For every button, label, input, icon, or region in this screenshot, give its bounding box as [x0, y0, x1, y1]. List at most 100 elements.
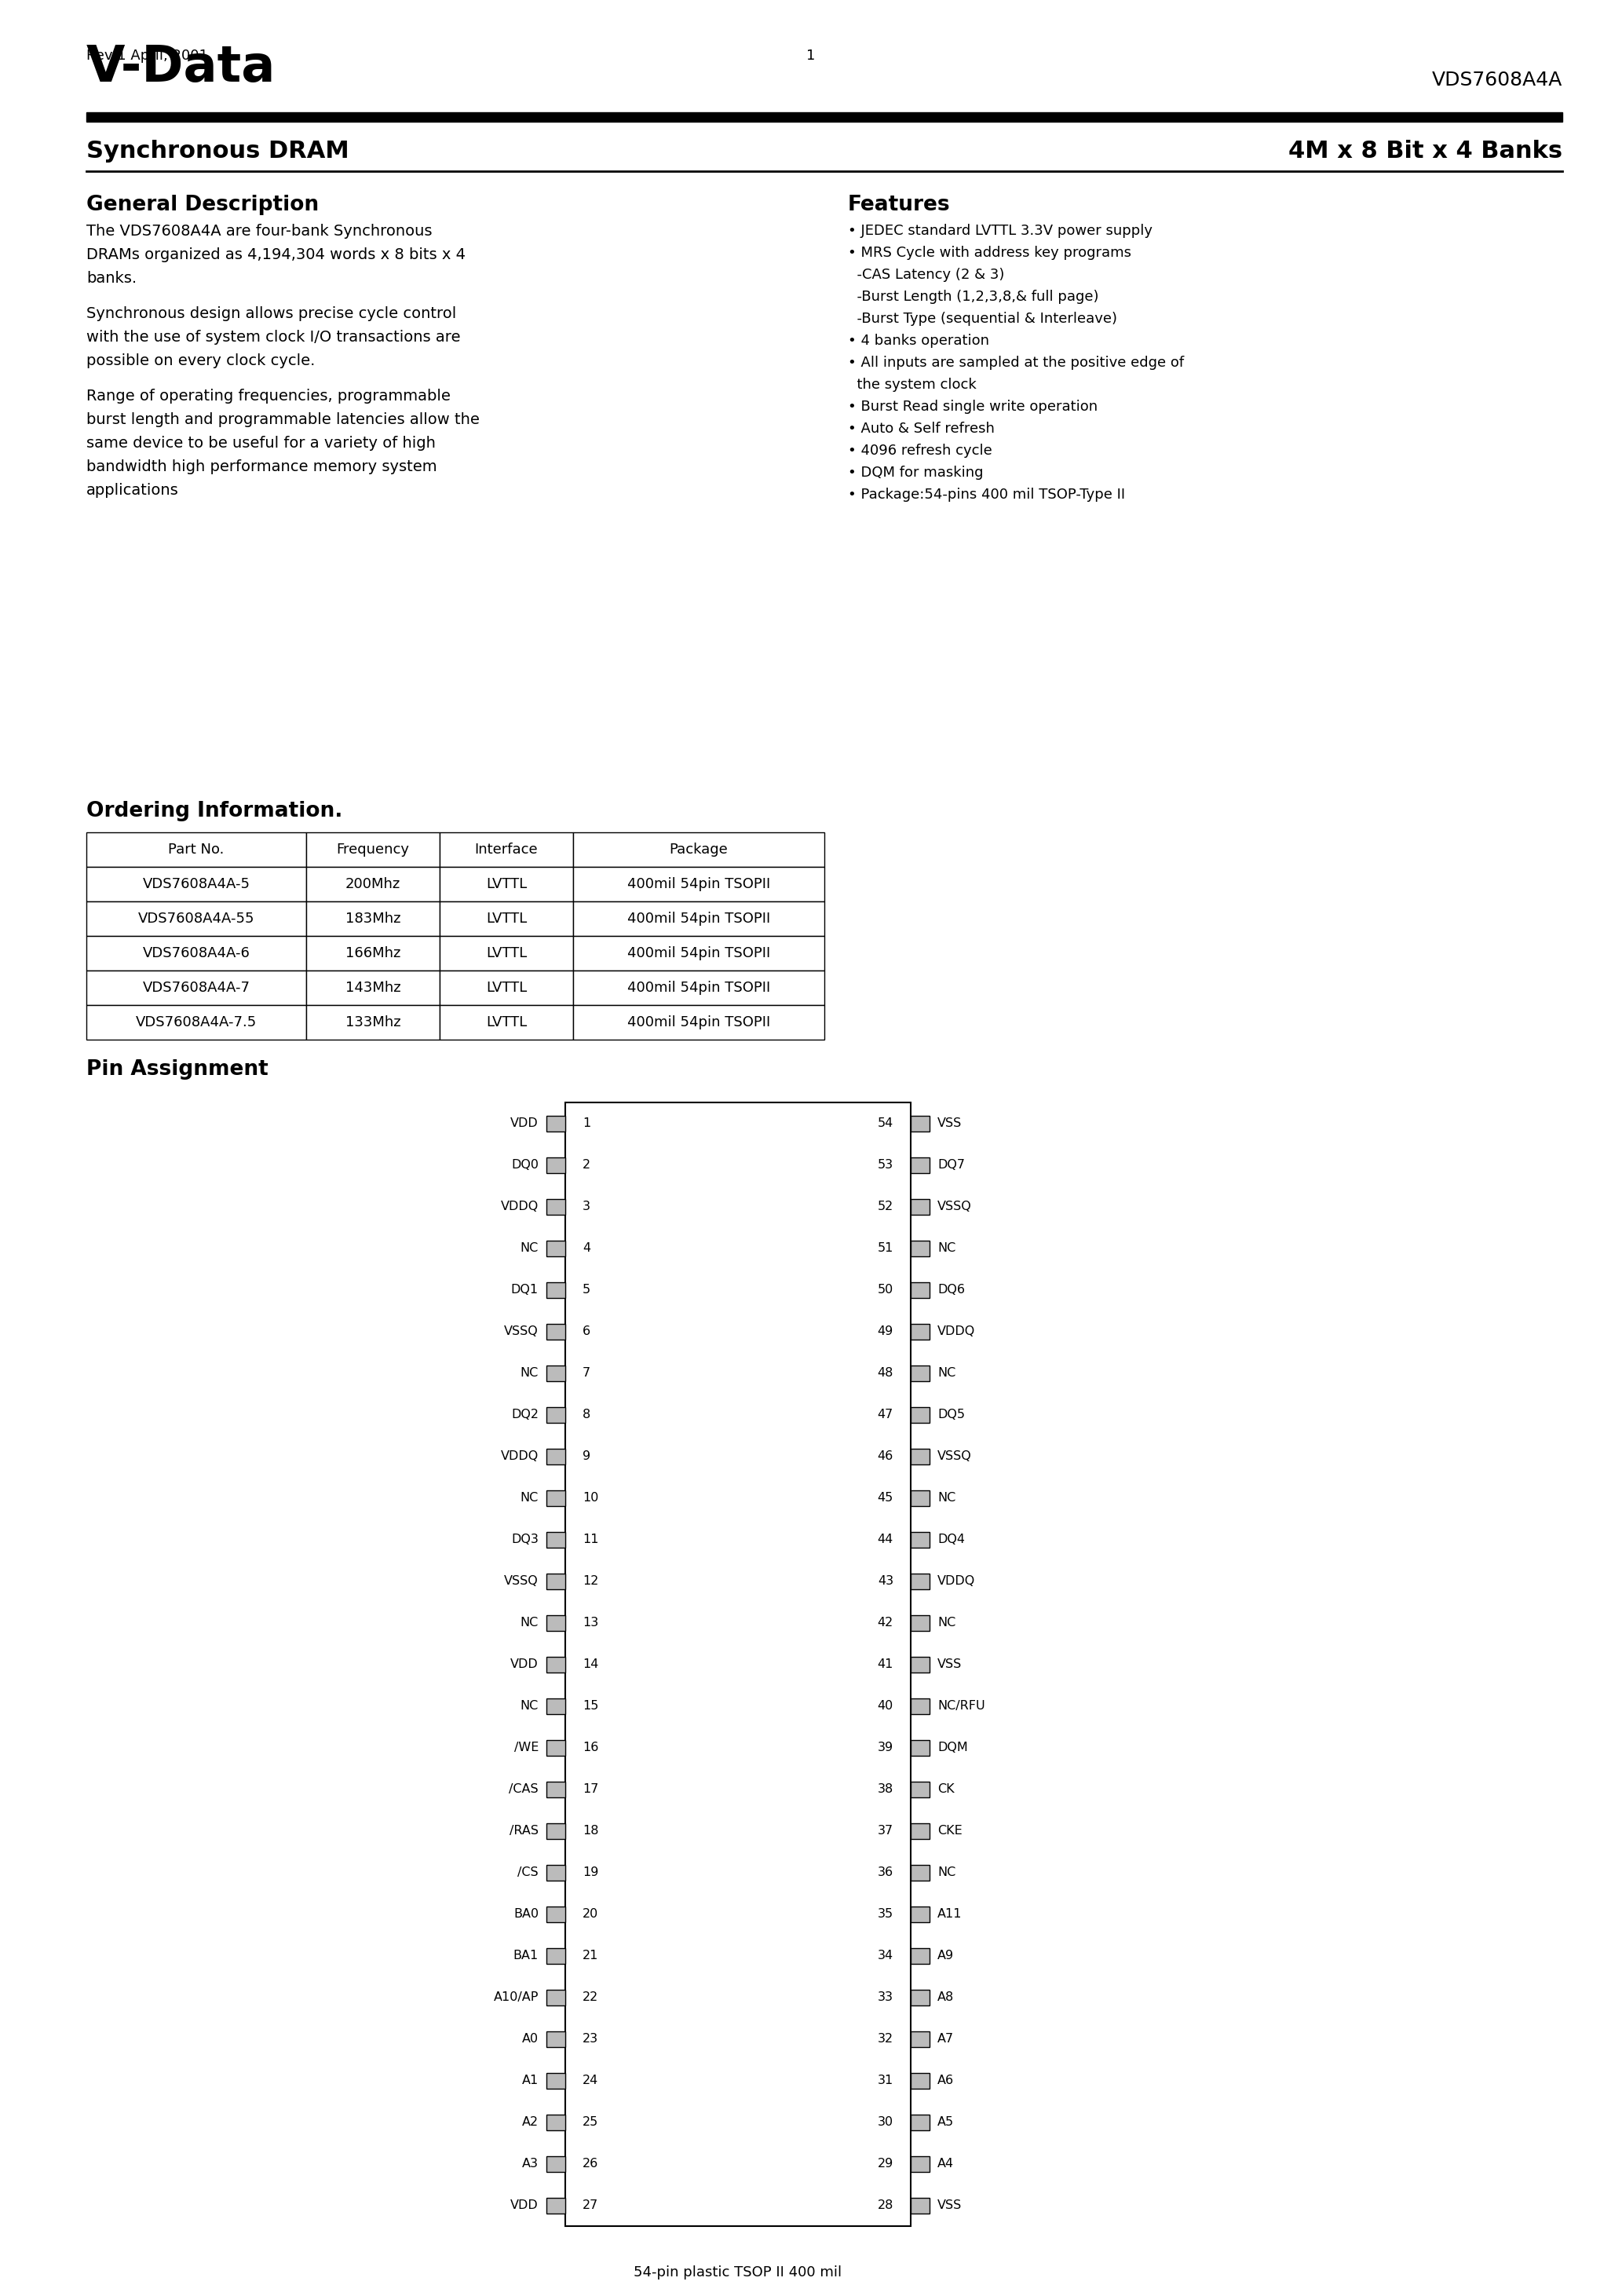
- Bar: [86, 1006, 307, 1040]
- Text: the system clock: the system clock: [848, 379, 976, 393]
- Bar: [910, 2197, 929, 2213]
- Text: 51: 51: [878, 1242, 894, 1254]
- Bar: [547, 1407, 564, 1424]
- Text: 9: 9: [582, 1451, 590, 1463]
- Bar: [910, 1366, 929, 1380]
- Text: VDDQ: VDDQ: [938, 1575, 975, 1587]
- Text: NC/RFU: NC/RFU: [938, 1699, 985, 1713]
- Bar: [547, 2115, 564, 2131]
- Bar: [910, 1116, 929, 1132]
- Bar: [910, 1157, 929, 1173]
- Text: 26: 26: [582, 2158, 599, 2170]
- Text: 53: 53: [878, 1159, 894, 1171]
- Text: VSS: VSS: [938, 1658, 962, 1669]
- Text: 18: 18: [582, 1825, 599, 1837]
- Text: Frequency: Frequency: [336, 843, 409, 856]
- Text: VSSQ: VSSQ: [938, 1201, 972, 1212]
- Text: Package: Package: [670, 843, 728, 856]
- Bar: [547, 1240, 564, 1256]
- Bar: [910, 1655, 929, 1671]
- Text: 1: 1: [806, 48, 816, 62]
- Text: DQ7: DQ7: [938, 1159, 965, 1171]
- Text: LVTTL: LVTTL: [487, 1015, 527, 1029]
- Text: possible on every clock cycle.: possible on every clock cycle.: [86, 354, 315, 367]
- Text: A9: A9: [938, 1949, 954, 1961]
- Text: • Burst Read single write operation: • Burst Read single write operation: [848, 400, 1098, 413]
- Bar: [440, 1006, 573, 1040]
- Text: 37: 37: [878, 1825, 894, 1837]
- Bar: [910, 2115, 929, 2131]
- Text: A1: A1: [522, 2076, 539, 2087]
- Text: 133Mhz: 133Mhz: [345, 1015, 401, 1029]
- Bar: [440, 833, 573, 868]
- Bar: [910, 1906, 929, 1922]
- Text: 50: 50: [878, 1283, 894, 1295]
- Text: 3: 3: [582, 1201, 590, 1212]
- Bar: [440, 971, 573, 1006]
- Bar: [86, 937, 307, 971]
- Text: VDS7608A4A: VDS7608A4A: [1432, 71, 1562, 90]
- Text: DQ1: DQ1: [511, 1283, 539, 1295]
- Bar: [547, 1199, 564, 1215]
- Text: NC: NC: [521, 1492, 539, 1504]
- Text: 5: 5: [582, 1283, 590, 1295]
- Bar: [910, 1614, 929, 1630]
- Text: A5: A5: [938, 2117, 954, 2128]
- Text: 54-pin plastic TSOP II 400 mil: 54-pin plastic TSOP II 400 mil: [634, 2266, 842, 2280]
- Text: LVTTL: LVTTL: [487, 877, 527, 891]
- Text: 34: 34: [878, 1949, 894, 1961]
- Text: 2: 2: [582, 1159, 590, 1171]
- Text: 24: 24: [582, 2076, 599, 2087]
- Text: A10/AP: A10/AP: [493, 1991, 539, 2002]
- Text: -CAS Latency (2 & 3): -CAS Latency (2 & 3): [848, 269, 1004, 282]
- Text: DQ5: DQ5: [938, 1410, 965, 1421]
- Bar: [910, 1864, 929, 1880]
- Text: 36: 36: [878, 1867, 894, 1878]
- Text: LVTTL: LVTTL: [487, 912, 527, 925]
- Text: A0: A0: [522, 2032, 539, 2046]
- Text: VDS7608A4A-7.5: VDS7608A4A-7.5: [136, 1015, 256, 1029]
- Text: VDDQ: VDDQ: [501, 1201, 539, 1212]
- Text: 22: 22: [582, 1991, 599, 2002]
- Text: The VDS7608A4A are four-bank Synchronous: The VDS7608A4A are four-bank Synchronous: [86, 223, 431, 239]
- Text: 40: 40: [878, 1699, 894, 1713]
- Text: VDS7608A4A-55: VDS7608A4A-55: [138, 912, 255, 925]
- Text: 21: 21: [582, 1949, 599, 1961]
- Text: 400mil 54pin TSOPII: 400mil 54pin TSOPII: [628, 946, 770, 960]
- Bar: [547, 1699, 564, 1713]
- Text: /CS: /CS: [517, 1867, 539, 1878]
- Text: /WE: /WE: [514, 1743, 539, 1754]
- Bar: [573, 868, 824, 902]
- Text: DRAMs organized as 4,194,304 words x 8 bits x 4: DRAMs organized as 4,194,304 words x 8 b…: [86, 248, 466, 262]
- Bar: [547, 2032, 564, 2046]
- Text: LVTTL: LVTTL: [487, 946, 527, 960]
- Bar: [547, 1573, 564, 1589]
- Text: 6: 6: [582, 1325, 590, 1336]
- Text: 52: 52: [878, 1201, 894, 1212]
- Text: 15: 15: [582, 1699, 599, 1713]
- Bar: [573, 1006, 824, 1040]
- Text: 400mil 54pin TSOPII: 400mil 54pin TSOPII: [628, 1015, 770, 1029]
- Text: 25: 25: [582, 2117, 599, 2128]
- Text: Range of operating frequencies, programmable: Range of operating frequencies, programm…: [86, 388, 451, 404]
- Bar: [547, 1449, 564, 1465]
- Text: CKE: CKE: [938, 1825, 962, 1837]
- Text: A2: A2: [522, 2117, 539, 2128]
- Text: 8: 8: [582, 1410, 590, 1421]
- Text: 14: 14: [582, 1658, 599, 1669]
- Bar: [307, 1006, 440, 1040]
- Text: VDD: VDD: [511, 1658, 539, 1669]
- Text: NC: NC: [938, 1492, 955, 1504]
- Text: General Description: General Description: [86, 195, 320, 216]
- Bar: [564, 1102, 910, 2227]
- Text: • 4096 refresh cycle: • 4096 refresh cycle: [848, 443, 993, 457]
- Bar: [440, 937, 573, 971]
- Bar: [547, 1366, 564, 1380]
- Bar: [910, 1490, 929, 1506]
- Text: 38: 38: [878, 1784, 894, 1795]
- Bar: [547, 1947, 564, 1963]
- Text: CK: CK: [938, 1784, 954, 1795]
- Text: 17: 17: [582, 1784, 599, 1795]
- Bar: [307, 971, 440, 1006]
- Text: 166Mhz: 166Mhz: [345, 946, 401, 960]
